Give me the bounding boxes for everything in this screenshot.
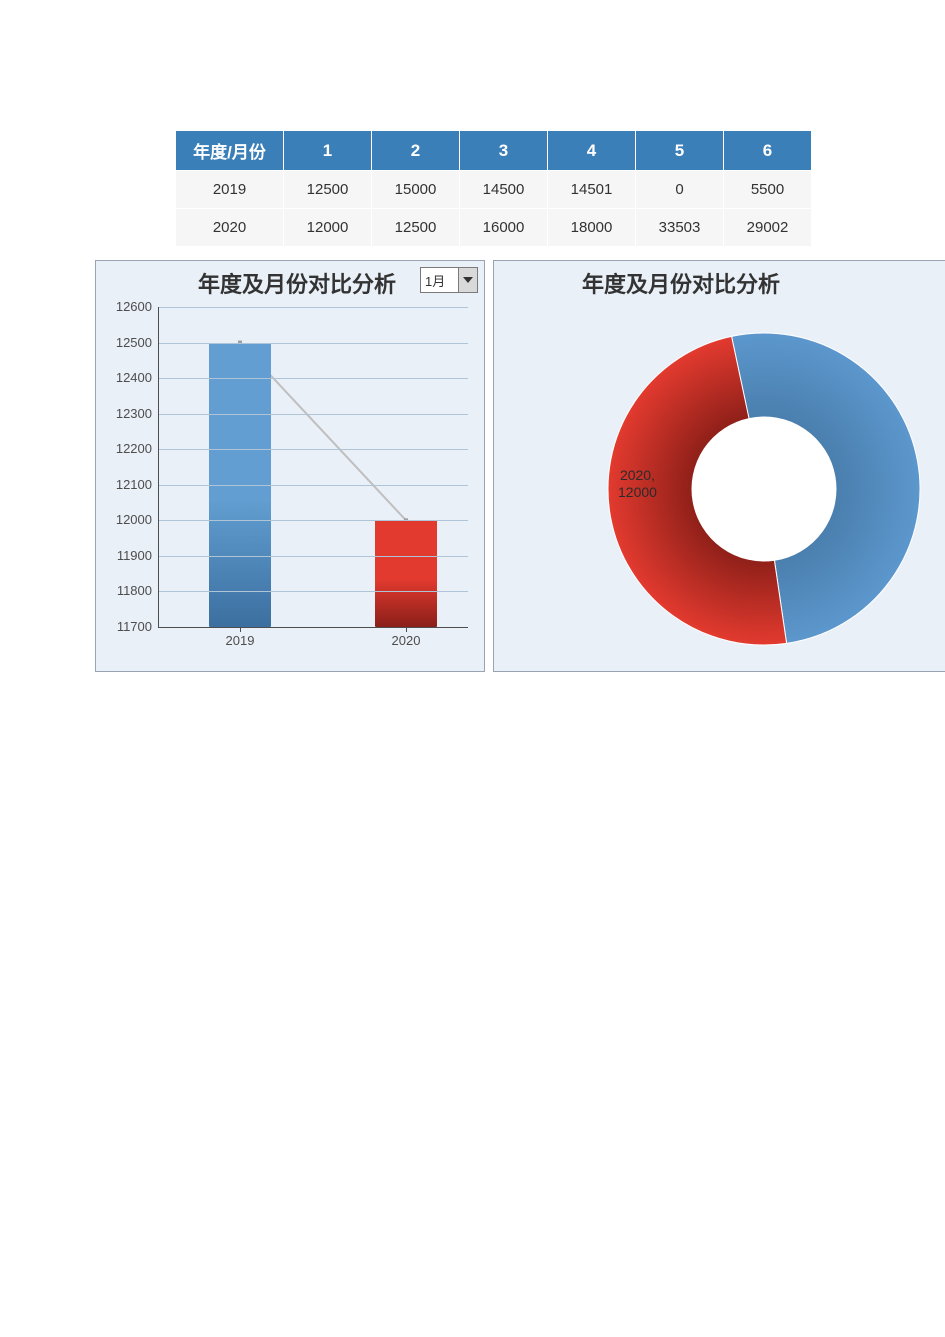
table-month-header: 1 (284, 131, 372, 171)
bar-chart-xtick (406, 627, 407, 632)
bar-chart-xaxis (158, 627, 468, 628)
bar-chart-xcat-label: 2019 (210, 633, 270, 648)
bar-chart-ytick-label: 12100 (100, 477, 152, 492)
table-corner-label: 年度/月份 (176, 131, 284, 171)
bar-chart-xcat-label: 2020 (376, 633, 436, 648)
month-dropdown[interactable]: 1月 (420, 267, 478, 293)
bar-chart-gridline (158, 343, 468, 344)
table-month-header: 5 (636, 131, 724, 171)
table-cell: 12000 (284, 209, 372, 247)
bar-chart-ytick-label: 11900 (100, 548, 152, 563)
bar-chart-xtick (240, 627, 241, 632)
table-cell: 29002 (724, 209, 812, 247)
bar-chart-ytick-label: 12000 (100, 512, 152, 527)
chevron-down-icon (458, 268, 477, 292)
bar-chart-ytick-label: 12400 (100, 370, 152, 385)
data-table: 年度/月份 1 2 3 4 5 6 2019 12500 15000 14500… (175, 130, 812, 247)
table-month-header: 6 (724, 131, 812, 171)
table-month-header: 4 (548, 131, 636, 171)
month-dropdown-label: 1月 (421, 271, 458, 290)
bar-chart-title: 年度及月份对比分析 (198, 267, 396, 299)
bar-chart-gridline (158, 378, 468, 379)
bar-chart-panel: 年度及月份对比分析 1月 11700 11800 11900 12000 12100 12… (95, 260, 485, 672)
bar-chart-yaxis (158, 307, 159, 627)
table-cell: 12500 (372, 209, 460, 247)
table-year-label: 2020 (176, 209, 284, 247)
table-cell: 0 (636, 171, 724, 209)
bar-chart-ytick-label: 12300 (100, 406, 152, 421)
donut-chart-panel: 年度及月份对比分析 2020, 12000 (493, 260, 945, 672)
bar-chart-ytick-label: 12200 (100, 441, 152, 456)
bar-chart-gridline (158, 414, 468, 415)
charts-row: 年度及月份对比分析 1月 11700 11800 11900 12000 12100 12… (95, 260, 945, 672)
donut-value-label-line2: 12000 (618, 484, 657, 500)
bar-chart-bar (375, 520, 437, 627)
table-cell: 15000 (372, 171, 460, 209)
table-cell: 14500 (460, 171, 548, 209)
donut-hole (692, 417, 836, 561)
bar-chart-gridline (158, 556, 468, 557)
donut-value-label-line1: 2020, (620, 467, 655, 483)
bar-chart-gridline (158, 520, 468, 521)
table-cell: 12500 (284, 171, 372, 209)
bar-chart-ytick-label: 11800 (100, 583, 152, 598)
table-row: 2020 12000 12500 16000 18000 33503 29002 (176, 209, 812, 247)
bar-chart-ytick-label: 12500 (100, 335, 152, 350)
donut-value-label: 2020, 12000 (618, 467, 657, 501)
table-cell: 5500 (724, 171, 812, 209)
table-cell: 14501 (548, 171, 636, 209)
bar-chart-ytick-label: 11700 (100, 619, 152, 634)
donut-chart-svg (494, 261, 945, 671)
bar-chart-gridline (158, 485, 468, 486)
page-root: 年度/月份 1 2 3 4 5 6 2019 12500 15000 14500… (0, 0, 945, 1337)
bar-chart-gridline (158, 449, 468, 450)
table-cell: 33503 (636, 209, 724, 247)
table-cell: 18000 (548, 209, 636, 247)
table-month-header: 3 (460, 131, 548, 171)
bar-chart-plot (158, 307, 468, 627)
table-month-header: 2 (372, 131, 460, 171)
table-year-label: 2019 (176, 171, 284, 209)
table-header-row: 年度/月份 1 2 3 4 5 6 (176, 131, 812, 171)
bar-chart-gridline (158, 591, 468, 592)
table-row: 2019 12500 15000 14500 14501 0 5500 (176, 171, 812, 209)
bar-chart-ytick-label: 12600 (100, 299, 152, 314)
bar-chart-gridline (158, 307, 468, 308)
table-cell: 16000 (460, 209, 548, 247)
